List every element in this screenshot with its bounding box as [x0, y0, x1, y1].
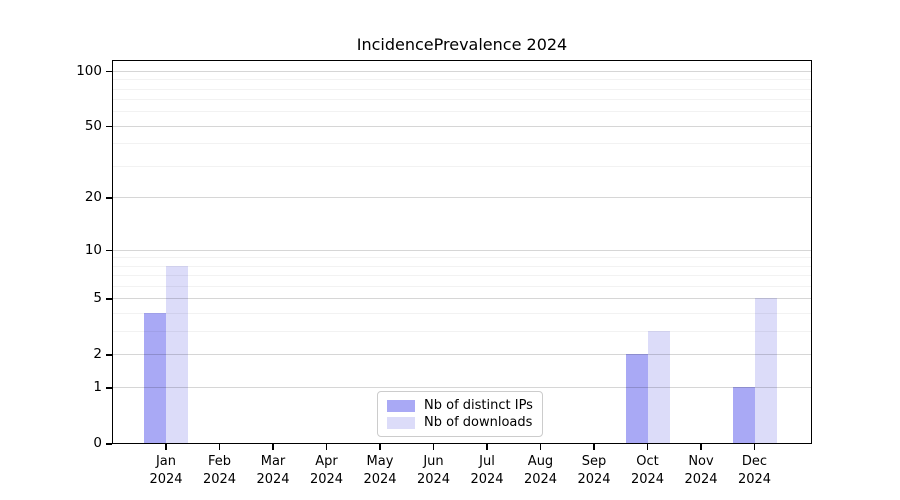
bar-dec-downloads: [754, 298, 777, 443]
major-gridline-5: [113, 298, 811, 300]
minor-gridline-90: [113, 79, 811, 81]
x-tick-label-jun: Jun 2024: [416, 454, 451, 487]
x-tick-nov: [700, 444, 702, 450]
minor-gridline-60: [113, 111, 811, 113]
x-tick-label-oct: Oct 2024: [630, 454, 665, 487]
x-tick-oct: [646, 444, 649, 450]
x-tick-label-jul: Jul 2024: [470, 454, 504, 487]
legend-swatch-distinct-ips: [387, 399, 415, 412]
x-tick-aug: [539, 444, 542, 450]
x-tick-may: [379, 444, 381, 450]
y-tick-label-2: 2: [93, 346, 102, 363]
major-gridline-2: [113, 354, 811, 356]
plot-area: [112, 60, 812, 444]
y-tick-1: [106, 387, 112, 389]
y-tick-20: [106, 197, 112, 199]
legend-label-downloads: Nb of downloads: [424, 414, 533, 430]
legend-entry-distinct-ips: Nb of distinct IPs: [387, 398, 533, 414]
minor-gridline-30: [113, 166, 811, 168]
legend-entry-downloads: Nb of downloads: [387, 415, 533, 431]
y-tick-label-50: 50: [84, 117, 102, 134]
x-tick-label-jan: Jan 2024: [149, 454, 183, 487]
x-tick-jun: [432, 444, 435, 450]
minor-gridline-9: [113, 257, 811, 259]
bar-dec-distinct-ips: [732, 387, 755, 443]
bar-jan-distinct-ips: [144, 313, 166, 443]
major-gridline-20: [113, 197, 811, 199]
y-tick-label-1: 1: [93, 379, 102, 396]
x-tick-label-may: May 2024: [363, 454, 397, 487]
y-tick-label-20: 20: [84, 189, 102, 206]
minor-gridline-40: [113, 143, 811, 145]
legend-label-distinct-ips: Nb of distinct IPs: [424, 397, 533, 413]
y-tick-label-0: 0: [93, 435, 102, 451]
x-tick-label-apr: Apr 2024: [309, 454, 344, 487]
major-gridline-50: [113, 125, 811, 127]
x-tick-label-feb: Feb 2024: [202, 454, 237, 487]
minor-gridline-80: [113, 88, 811, 90]
y-tick-100: [106, 70, 112, 73]
major-gridline-100: [113, 70, 811, 72]
x-tick-label-sep: Sep 2024: [577, 454, 611, 487]
x-tick-jul: [486, 444, 488, 450]
chart-title: IncidencePrevalence 2024: [356, 35, 568, 54]
x-tick-dec: [753, 444, 756, 450]
x-tick-feb: [218, 444, 221, 450]
minor-gridline-4: [113, 313, 811, 315]
y-tick-label-5: 5: [93, 290, 102, 307]
x-tick-label-nov: Nov 2024: [684, 454, 718, 487]
y-tick-10: [106, 249, 112, 252]
y-tick-label-10: 10: [84, 241, 102, 258]
y-tick-2: [106, 354, 112, 356]
minor-gridline-70: [113, 99, 811, 101]
legend-swatch-downloads: [387, 416, 415, 429]
minor-gridline-8: [113, 265, 811, 267]
bar-jan-downloads: [166, 265, 188, 443]
major-gridline-1: [113, 387, 811, 389]
minor-gridline-6: [113, 286, 811, 288]
minor-gridline-7: [113, 275, 811, 277]
bar-oct-distinct-ips: [625, 354, 648, 443]
legend: Nb of distinct IPs Nb of downloads: [377, 391, 543, 437]
x-tick-sep: [593, 444, 595, 450]
minor-gridline-3: [113, 331, 811, 333]
x-tick-label-mar: Mar 2024: [256, 454, 290, 487]
x-tick-apr: [325, 444, 328, 450]
y-tick-label-100: 100: [76, 62, 102, 79]
x-tick-label-dec: Dec 2024: [737, 454, 772, 487]
y-tick-5: [106, 298, 112, 300]
y-tick-50: [106, 125, 112, 128]
x-tick-mar: [272, 444, 274, 450]
y-tick-0: [106, 443, 112, 445]
x-tick-jan: [165, 444, 167, 450]
x-tick-label-aug: Aug 2024: [523, 454, 558, 487]
bar-oct-downloads: [647, 331, 670, 443]
major-gridline-10: [113, 249, 811, 251]
